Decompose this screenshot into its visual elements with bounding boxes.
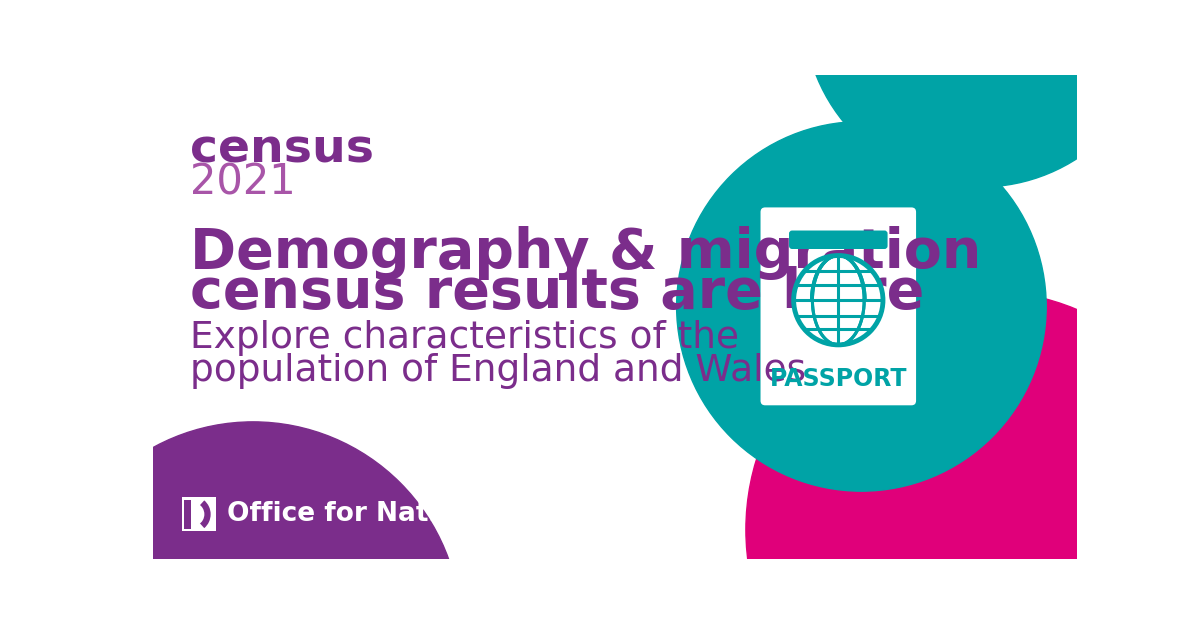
Text: PASSPORT: PASSPORT <box>769 367 907 391</box>
Text: Explore characteristics of the: Explore characteristics of the <box>190 320 739 356</box>
Text: census results are here: census results are here <box>190 266 924 320</box>
Bar <box>182 497 216 531</box>
FancyBboxPatch shape <box>790 230 888 249</box>
Text: 2021: 2021 <box>190 161 295 203</box>
Bar <box>182 497 216 531</box>
Bar <box>184 500 191 529</box>
Circle shape <box>793 256 883 345</box>
Text: Demography & migration: Demography & migration <box>190 225 982 279</box>
Text: Office for National Statistics: Office for National Statistics <box>227 501 650 528</box>
Circle shape <box>746 291 1200 628</box>
Text: population of England and Wales: population of England and Wales <box>190 352 806 389</box>
Circle shape <box>46 422 461 628</box>
Text: census: census <box>190 127 374 173</box>
Circle shape <box>677 122 1046 491</box>
Circle shape <box>804 0 1158 187</box>
FancyBboxPatch shape <box>761 207 916 405</box>
